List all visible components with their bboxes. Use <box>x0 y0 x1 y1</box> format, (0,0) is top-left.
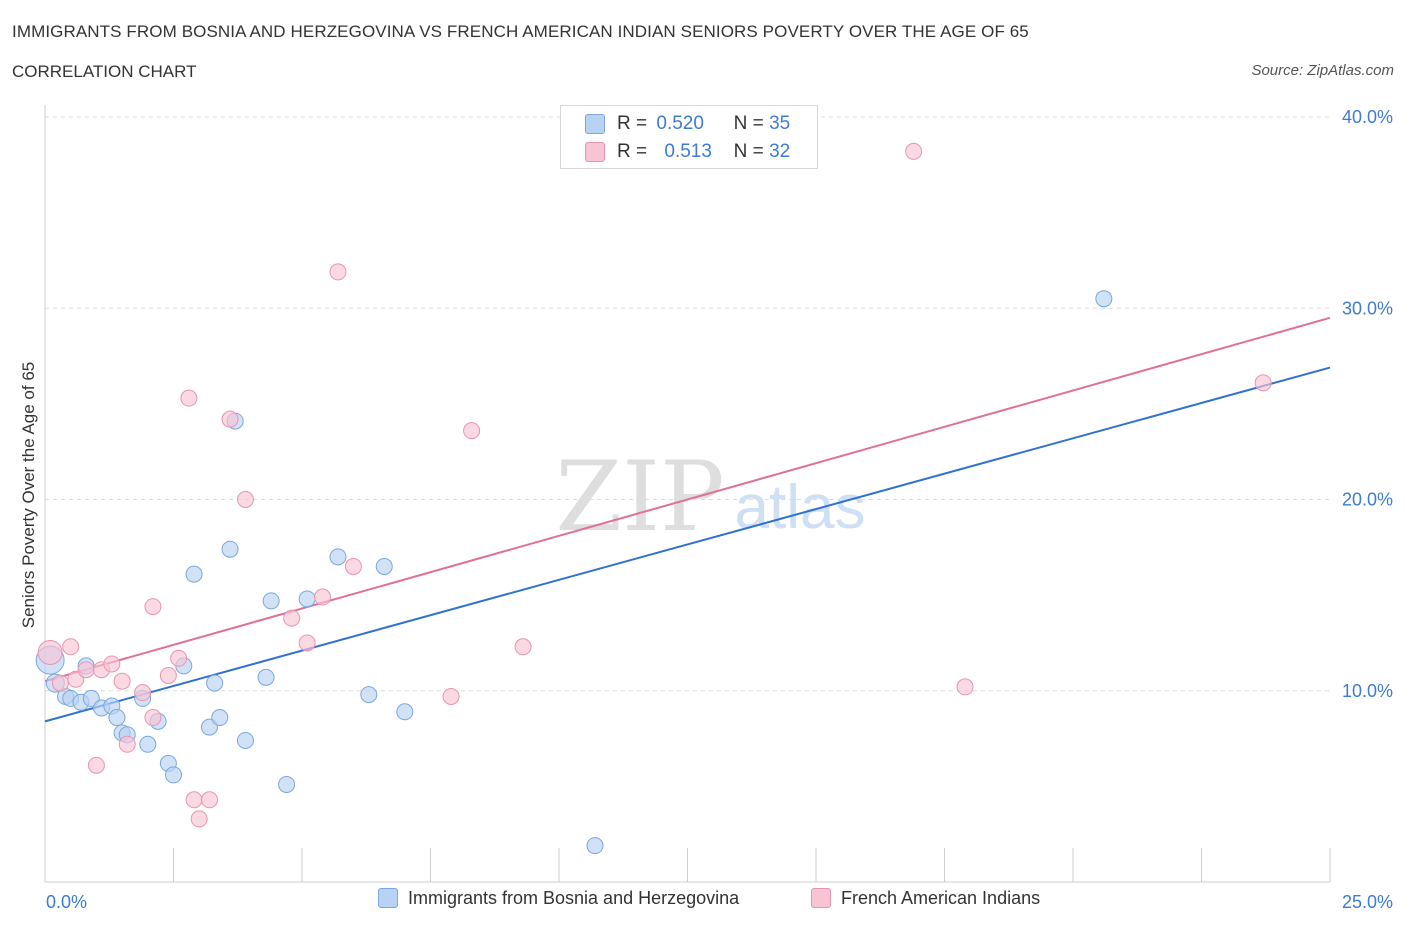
blue-data-point <box>236 731 254 749</box>
r-label: R = <box>617 141 648 162</box>
pink-data-point <box>134 684 152 702</box>
legend-label: French American Indians <box>841 888 1041 908</box>
pink-data-point <box>236 491 254 508</box>
pink-data-point <box>200 791 218 809</box>
blue-swatch <box>585 113 605 134</box>
pink-data-point <box>329 263 347 281</box>
x-tick-label: 0.0% <box>46 892 87 912</box>
blue-data-point <box>165 766 182 784</box>
blue-data-point <box>206 674 224 692</box>
r-value: 0.513 <box>664 141 712 162</box>
trend-lines <box>44 316 1331 723</box>
legend-item-french-american-indians[interactable]: French American Indians <box>811 887 1041 909</box>
r-value: 0.520 <box>656 113 704 134</box>
blue-data-point <box>360 686 378 704</box>
blue-data-point <box>221 540 239 558</box>
blue-swatch <box>378 887 398 908</box>
blue-data-point <box>139 735 157 753</box>
legend-label: Immigrants from Bosnia and Herzegovina <box>408 888 740 908</box>
legend-item-bosnia[interactable]: Immigrants from Bosnia and Herzegovina <box>378 887 740 909</box>
pink-data-point <box>442 687 460 705</box>
blue-data-point <box>278 775 296 793</box>
y-tick-label: 10.0% <box>1342 681 1393 701</box>
pink-data-point <box>144 709 162 727</box>
pink-data-point <box>1254 374 1272 392</box>
pink-data-point <box>159 666 177 684</box>
watermark-atlas: atlas <box>735 473 866 542</box>
blue-data-point <box>375 557 393 575</box>
chart-subtitle: CORRELATION CHART <box>12 62 197 81</box>
pink-data-point <box>77 661 95 679</box>
pink-data-point <box>170 649 188 667</box>
blue-data-point <box>211 709 229 727</box>
y-tick-label: 30.0% <box>1342 298 1393 318</box>
pink-data-point <box>298 634 316 652</box>
pink-data-point <box>51 674 69 692</box>
blue-data-point <box>185 565 203 583</box>
axes <box>44 105 1331 883</box>
grid-lines <box>45 116 1330 692</box>
pink-data-point <box>344 557 362 575</box>
blue-data-point <box>396 703 414 721</box>
y-tick-label: 40.0% <box>1342 107 1393 127</box>
pink-swatch <box>811 887 831 908</box>
blue-data-point <box>586 837 604 855</box>
pink-data-point <box>514 638 532 656</box>
blue-data-point <box>108 709 126 727</box>
pink-data-point <box>180 389 198 407</box>
data-points <box>35 142 1272 855</box>
blue-trend-line <box>44 366 1331 723</box>
pink-data-point <box>314 588 332 606</box>
stats-legend-row-pink: R = 0.513 N = 32 <box>585 140 790 164</box>
blue-data-point <box>1095 290 1113 308</box>
pink-data-point <box>190 810 208 828</box>
y-axis-label: Seniors Poverty Over the Age of 65 <box>19 362 38 628</box>
n-label: N = <box>733 141 764 162</box>
n-value: 32 <box>769 141 791 162</box>
pink-data-point <box>118 735 136 753</box>
pink-data-point <box>113 672 131 690</box>
r-label: R = <box>617 113 648 134</box>
pink-data-point <box>185 791 203 809</box>
pink-data-point <box>37 640 63 665</box>
tick-labels: 10.0% 20.0% 30.0% 40.0% 0.0% 25.0% <box>46 107 1393 912</box>
pink-data-point <box>62 638 80 656</box>
chart-title: IMMIGRANTS FROM BOSNIA AND HERZEGOVINA V… <box>12 22 1029 41</box>
pink-data-point <box>905 142 923 160</box>
stats-legend-row-blue: R = 0.520 N = 35 <box>585 112 790 136</box>
blue-data-point <box>257 668 275 686</box>
pink-swatch <box>585 141 605 162</box>
blue-data-point <box>262 592 280 610</box>
pink-data-point <box>283 609 301 627</box>
pink-data-point <box>144 598 162 616</box>
pink-data-point <box>956 678 974 696</box>
pink-data-point <box>463 422 481 440</box>
pink-trend-line <box>44 316 1331 683</box>
blue-data-point <box>298 590 316 608</box>
n-value: 35 <box>769 113 791 134</box>
blue-data-point <box>329 548 347 566</box>
x-tick-label: 25.0% <box>1342 892 1393 912</box>
stats-legend: R = 0.520 N = 35 R = 0.513 N = 32 <box>560 105 818 169</box>
pink-data-point <box>103 655 121 673</box>
n-label: N = <box>733 113 764 134</box>
y-tick-label: 20.0% <box>1342 490 1393 510</box>
source-label: Source: ZipAtlas.com <box>1251 62 1394 79</box>
pink-data-point <box>87 756 105 774</box>
pink-data-point <box>221 410 239 428</box>
